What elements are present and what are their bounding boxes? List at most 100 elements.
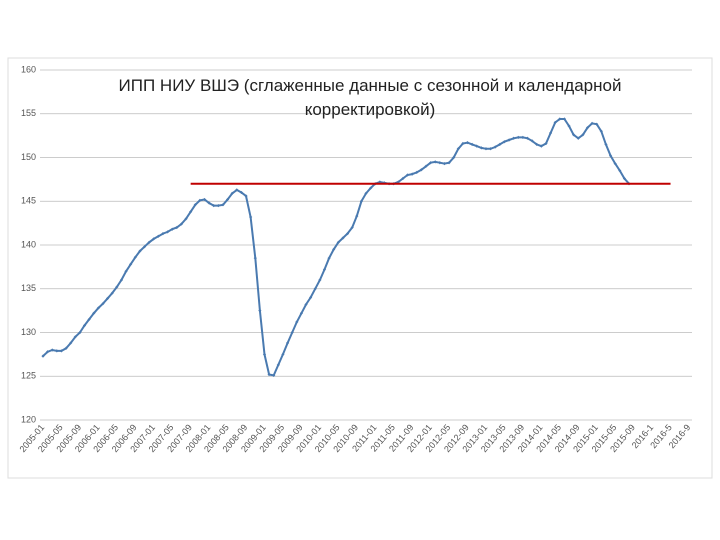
point-marker [479, 146, 483, 150]
point-marker [152, 237, 156, 241]
point-marker [590, 121, 594, 125]
y-tick-label: 140 [21, 239, 36, 249]
point-marker [69, 341, 73, 345]
point-marker [41, 354, 45, 358]
point-marker [581, 133, 585, 137]
point-marker [336, 240, 340, 244]
point-marker [313, 287, 317, 291]
point-marker [96, 306, 100, 310]
y-tick-label: 125 [21, 371, 36, 381]
point-marker [267, 372, 271, 377]
point-marker [189, 210, 193, 214]
point-marker [452, 155, 456, 160]
point-marker [332, 247, 336, 251]
point-marker [59, 349, 64, 353]
point-marker [364, 191, 368, 195]
point-marker [498, 142, 502, 146]
point-marker [73, 335, 77, 339]
y-tick-label: 155 [21, 108, 36, 118]
point-marker [410, 172, 414, 176]
point-marker [433, 160, 437, 164]
chart-title: ИПП НИУ ВШЭ (сглаженные данные с сезонно… [118, 76, 622, 119]
y-tick-label: 130 [21, 327, 36, 337]
point-marker [119, 278, 124, 282]
point-marker [87, 317, 91, 321]
point-marker [405, 173, 410, 177]
point-marker [309, 295, 313, 300]
point-marker [604, 142, 608, 146]
point-marker [419, 168, 423, 172]
point-marker [401, 176, 405, 181]
point-marker [92, 311, 96, 315]
point-marker [78, 330, 82, 335]
point-marker [622, 176, 626, 181]
point-marker [235, 188, 239, 192]
y-tick-label: 150 [21, 152, 36, 162]
point-marker [262, 352, 267, 356]
point-marker [359, 199, 363, 203]
point-marker [599, 129, 603, 133]
point-marker [350, 225, 354, 230]
point-marker [415, 170, 419, 174]
point-marker [369, 186, 373, 190]
point-marker [230, 191, 234, 195]
point-marker [295, 320, 299, 324]
point-marker [110, 291, 114, 295]
point-marker [184, 217, 188, 221]
point-marker [475, 144, 479, 148]
point-marker [258, 309, 262, 313]
point-marker [129, 262, 133, 266]
point-marker [608, 154, 613, 158]
point-marker [429, 161, 433, 165]
point-marker [539, 144, 543, 148]
point-marker [548, 131, 553, 135]
point-marker [572, 133, 576, 137]
point-marker [618, 169, 622, 173]
point-marker [530, 139, 534, 143]
point-marker [502, 140, 507, 144]
point-marker [299, 311, 303, 315]
point-marker [50, 348, 54, 352]
point-marker [438, 161, 442, 165]
point-marker [55, 349, 59, 353]
point-marker [138, 249, 142, 253]
point-marker [553, 120, 557, 125]
point-marker [595, 122, 599, 126]
point-marker [46, 350, 50, 354]
point-marker [442, 162, 447, 166]
point-marker [198, 198, 202, 202]
point-marker [345, 232, 350, 236]
point-marker [341, 236, 345, 240]
point-marker [355, 214, 359, 218]
point-marker [207, 201, 211, 205]
point-marker [124, 269, 128, 273]
point-marker [304, 302, 308, 307]
point-marker [424, 164, 428, 168]
point-marker [378, 180, 382, 184]
point-marker [239, 190, 244, 195]
point-marker [244, 194, 248, 198]
point-marker [82, 323, 87, 328]
point-marker [133, 255, 137, 259]
point-marker [285, 341, 290, 345]
point-marker [106, 296, 110, 300]
y-tick-label: 160 [21, 64, 36, 74]
point-marker [276, 363, 280, 367]
y-tick-label: 145 [21, 196, 36, 206]
point-marker [516, 135, 520, 139]
point-marker [170, 227, 174, 231]
point-marker [535, 142, 539, 146]
point-marker [456, 147, 460, 151]
point-marker [202, 197, 207, 202]
point-marker [558, 117, 562, 121]
point-marker [327, 256, 331, 260]
point-marker [253, 256, 257, 260]
point-marker [521, 135, 525, 139]
point-marker [161, 232, 165, 236]
point-marker [216, 204, 220, 208]
point-marker [225, 197, 230, 202]
chart-frame [7, 57, 713, 479]
point-marker [484, 147, 488, 151]
